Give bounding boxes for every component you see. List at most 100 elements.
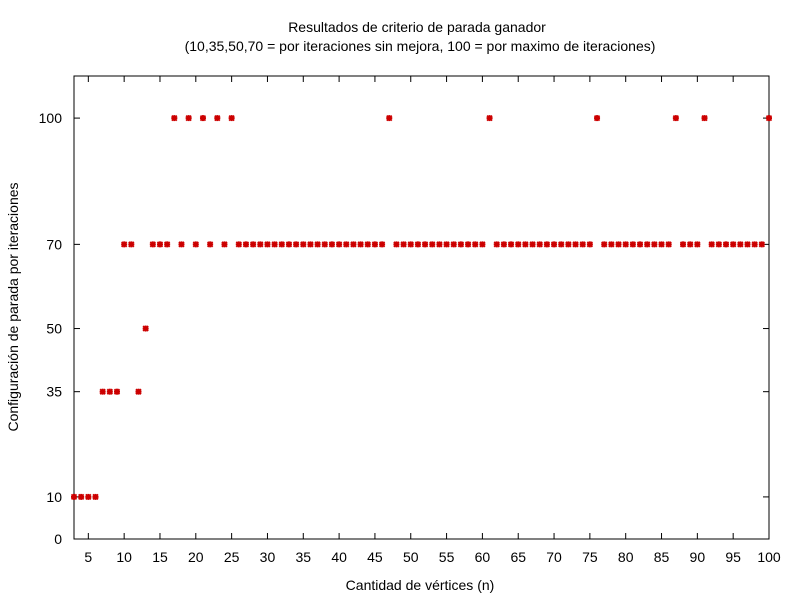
- data-point: [357, 241, 364, 248]
- data-point: [149, 241, 156, 248]
- data-point: [335, 241, 343, 248]
- chart-title: Resultados de criterio de parada ganador: [288, 19, 546, 35]
- data-point: [242, 241, 250, 248]
- data-point: [608, 241, 615, 248]
- data-point: [629, 241, 637, 248]
- data-point: [128, 241, 135, 248]
- data-point: [765, 114, 773, 122]
- data-point: [536, 241, 543, 248]
- data-point: [644, 241, 651, 248]
- data-point: [464, 241, 472, 248]
- data-point: [328, 241, 336, 248]
- data-point: [436, 241, 443, 248]
- data-point: [249, 241, 257, 248]
- x-tick-label: 70: [546, 549, 562, 565]
- x-tick-label: 95: [725, 549, 741, 565]
- x-tick-label: 75: [582, 549, 598, 565]
- data-point: [450, 241, 457, 248]
- data-point: [658, 241, 665, 248]
- data-point: [228, 114, 235, 122]
- y-tick-label: 10: [46, 489, 62, 505]
- data-point: [414, 241, 422, 248]
- x-tick-label: 30: [260, 549, 276, 565]
- data-point: [307, 241, 314, 248]
- data-point: [472, 241, 479, 248]
- data-point: [156, 241, 164, 248]
- x-tick-label: 80: [618, 549, 634, 565]
- x-tick-label: 60: [475, 549, 491, 565]
- data-point: [694, 241, 701, 248]
- data-point: [300, 241, 307, 248]
- data-point: [515, 241, 522, 248]
- data-point: [715, 241, 722, 248]
- data-point: [522, 241, 529, 248]
- data-point: [185, 114, 192, 122]
- data-point: [586, 241, 594, 248]
- x-tick-label: 15: [152, 549, 168, 565]
- y-axis-ticks: 0 10 35 50 70 100: [39, 110, 769, 547]
- data-point: [78, 493, 85, 501]
- data-point: [737, 241, 744, 248]
- data-point: [257, 241, 264, 248]
- data-point: [164, 241, 171, 248]
- data-point: [393, 241, 400, 248]
- data-point: [285, 241, 293, 248]
- data-point: [758, 241, 765, 248]
- data-point: [708, 241, 715, 248]
- data-point: [543, 241, 551, 248]
- data-point: [593, 114, 601, 122]
- x-tick-label: 85: [654, 549, 670, 565]
- data-point: [371, 241, 379, 248]
- data-point: [722, 241, 730, 248]
- data-point: [278, 241, 285, 248]
- data-point: [106, 388, 113, 395]
- data-point: [199, 114, 207, 122]
- data-point: [701, 114, 708, 122]
- data-point: [350, 241, 357, 248]
- data-point: [601, 241, 608, 248]
- data-point: [565, 241, 572, 248]
- data-point: [407, 241, 414, 248]
- data-point: [314, 241, 321, 248]
- x-tick-label: 55: [439, 549, 455, 565]
- data-point: [292, 241, 300, 248]
- data-point: [221, 241, 228, 248]
- data-point: [457, 241, 465, 248]
- data-point: [507, 241, 515, 248]
- data-point: [558, 241, 565, 248]
- x-tick-label: 40: [331, 549, 347, 565]
- data-point: [321, 241, 328, 248]
- x-tick-label: 90: [690, 549, 706, 565]
- data-point: [615, 241, 622, 248]
- x-tick-label: 10: [116, 549, 132, 565]
- x-tick-label: 25: [224, 549, 240, 565]
- data-point: [572, 241, 579, 248]
- y-tick-label: 70: [46, 236, 62, 252]
- y-tick-label: 0: [54, 531, 62, 547]
- data-point: [70, 493, 78, 501]
- data-point: [135, 388, 142, 395]
- data-point: [271, 241, 278, 248]
- data-point: [529, 241, 536, 248]
- x-tick-label: 5: [84, 549, 92, 565]
- data-point: [622, 241, 629, 248]
- data-point: [636, 241, 644, 248]
- data-point: [214, 114, 221, 122]
- data-point: [171, 114, 178, 122]
- data-point: [206, 241, 214, 248]
- data-point: [730, 241, 737, 248]
- data-point: [486, 114, 493, 122]
- data-point: [386, 114, 393, 122]
- data-point: [672, 114, 679, 122]
- data-point: [192, 241, 199, 248]
- data-point: [113, 388, 121, 395]
- data-point: [99, 388, 106, 395]
- data-point: [378, 241, 386, 248]
- data-point: [744, 241, 751, 248]
- data-point: [493, 241, 500, 248]
- data-point: [121, 241, 128, 248]
- data-point: [500, 241, 508, 248]
- data-point: [579, 241, 586, 248]
- x-axis-ticks: 5 10 15 20 25 30 35 40 45 50 55 60 65 70 75 80 85 90 95 100: [84, 76, 781, 565]
